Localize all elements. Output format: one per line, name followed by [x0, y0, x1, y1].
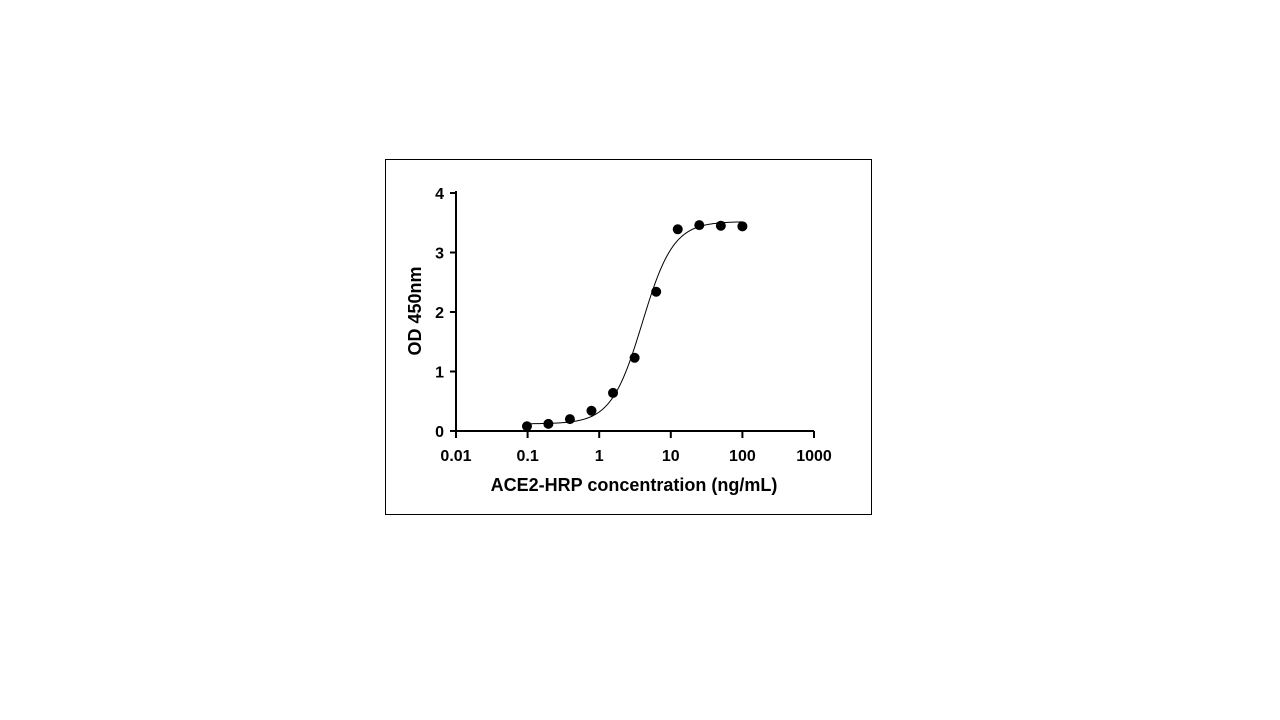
- x-tick-label: 1000: [796, 448, 832, 465]
- x-tick-label: 100: [729, 448, 756, 465]
- plot-area: 0 1 2 3 4 0.01 0.1 1 10 100 1000: [435, 186, 832, 465]
- y-tick-label: 2: [435, 305, 444, 322]
- x-tick-label: 1: [595, 448, 604, 465]
- data-point: [629, 352, 640, 363]
- data-point: [564, 414, 575, 425]
- chart-frame: [385, 159, 872, 515]
- y-ticks: 0 1 2 3 4: [435, 186, 456, 441]
- y-tick-label: 3: [435, 246, 444, 263]
- y-tick-label: 4: [435, 186, 444, 203]
- y-axis-title: OD 450nm: [405, 266, 425, 355]
- data-point: [586, 405, 597, 416]
- data-point: [543, 418, 554, 429]
- x-tick-label: 10: [662, 448, 680, 465]
- x-tick-label: 0.01: [440, 448, 471, 465]
- data-point: [715, 220, 726, 231]
- data-point: [521, 421, 532, 432]
- data-point: [694, 220, 705, 231]
- data-point: [737, 221, 748, 232]
- y-tick-label: 0: [435, 424, 444, 441]
- x-tick-label: 0.1: [516, 448, 538, 465]
- x-ticks: 0.01 0.1 1 10 100 1000: [440, 431, 832, 465]
- y-tick-label: 1: [435, 365, 444, 382]
- fit-curve: [526, 221, 743, 425]
- data-point: [672, 224, 683, 235]
- x-axis-title: ACE2-HRP concentration (ng/mL): [491, 475, 778, 495]
- data-point: [651, 286, 662, 297]
- data-points: [521, 220, 748, 432]
- data-point: [608, 387, 619, 398]
